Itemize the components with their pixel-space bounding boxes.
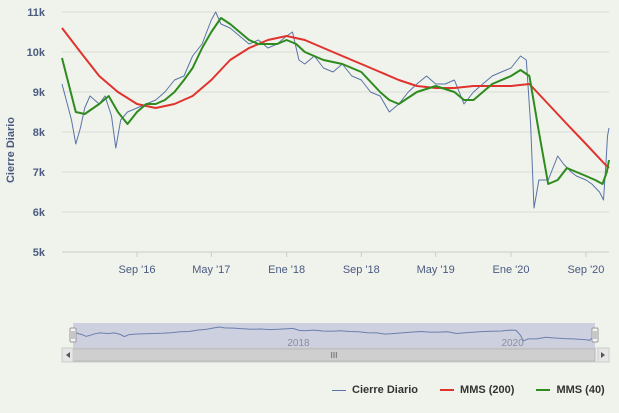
legend-swatch-cierre	[332, 389, 346, 391]
y-tick-label: 11k	[27, 7, 46, 19]
mms200-line	[61, 27, 610, 169]
x-tick-label: May '19	[417, 264, 455, 276]
scroll-right-arrow-icon	[601, 352, 605, 358]
legend-item-cierre-diario[interactable]: Cierre Diario	[332, 384, 418, 396]
y-axis-title-wrap: Cierre Diario	[4, 95, 18, 205]
legend-label-cierre: Cierre Diario	[352, 384, 419, 396]
price-line	[61, 11, 610, 209]
y-axis-title: Cierre Diario	[5, 116, 17, 184]
scrollbar-grip: III	[331, 351, 338, 360]
x-tick-label: Ene '20	[492, 264, 529, 276]
legend-label-mms40: MMS (40)	[556, 384, 605, 396]
navigator-series	[72, 326, 596, 342]
legend-swatch-mms40	[536, 389, 551, 391]
x-tick-label: Sep '18	[343, 264, 380, 276]
y-tick-label: 6k	[33, 207, 46, 219]
scroll-left-arrow-icon	[66, 352, 70, 358]
navigator-handle-right[interactable]	[591, 327, 599, 343]
x-tick-label: Sep '20	[567, 264, 604, 276]
navigator-mask	[73, 323, 595, 348]
x-tick-label: May '17	[192, 264, 230, 276]
y-tick-label: 7k	[33, 167, 46, 179]
mms40-line	[61, 17, 610, 185]
x-tick-label: Sep '16	[118, 264, 155, 276]
legend-label-mms200: MMS (200)	[460, 384, 515, 396]
navigator-label: 2020	[501, 338, 524, 349]
y-tick-label: 5k	[33, 247, 46, 259]
x-tick-label: Ene '18	[268, 264, 305, 276]
navigator-handle-left[interactable]	[69, 327, 77, 343]
y-tick-label: 10k	[27, 47, 46, 59]
legend: Cierre Diario MMS (200) MMS (40)	[332, 384, 605, 396]
y-tick-label: 8k	[33, 127, 46, 139]
legend-swatch-mms200	[440, 389, 455, 391]
legend-item-mms-40[interactable]: MMS (40)	[536, 384, 605, 396]
y-tick-label: 9k	[33, 87, 46, 99]
navigator-label: 2018	[287, 338, 310, 349]
legend-item-mms-200[interactable]: MMS (200)	[440, 384, 514, 396]
